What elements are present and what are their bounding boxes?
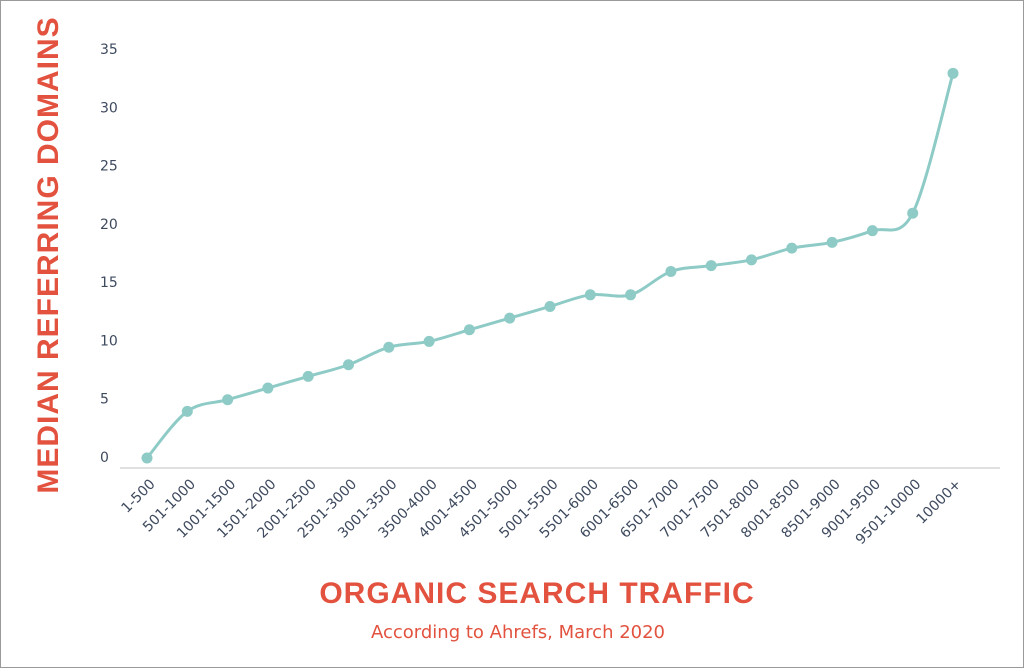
point <box>504 312 516 324</box>
point <box>866 225 878 237</box>
y-tick-label: 25 <box>100 159 118 175</box>
point <box>584 289 596 301</box>
point <box>463 324 475 336</box>
point <box>907 207 919 219</box>
point <box>947 67 959 79</box>
y-tick-label: 20 <box>100 217 118 233</box>
y-tick-label: 10 <box>100 333 118 349</box>
y-tick-label: 5 <box>100 392 109 408</box>
point <box>222 394 234 406</box>
y-tick-label: 30 <box>100 100 118 116</box>
subtitle: According to Ahrefs, March 2020 <box>371 622 665 643</box>
y-tick-label: 35 <box>100 42 118 58</box>
point <box>343 359 354 371</box>
point <box>423 335 435 347</box>
point <box>141 452 153 464</box>
x-axis-title: ORGANIC SEARCH TRAFFIC <box>319 577 754 610</box>
point <box>826 236 838 248</box>
point <box>705 260 717 272</box>
y-tick-label: 0 <box>100 450 109 466</box>
point <box>383 341 395 353</box>
y-tick-label: 15 <box>100 275 118 291</box>
point <box>786 242 798 254</box>
point <box>262 382 274 394</box>
point <box>302 370 314 382</box>
point <box>625 289 637 301</box>
point <box>181 405 193 417</box>
point <box>665 265 677 277</box>
point <box>544 300 556 312</box>
y-axis-title: MEDIAN REFERRING DOMAINS <box>32 16 65 493</box>
point <box>746 254 757 266</box>
